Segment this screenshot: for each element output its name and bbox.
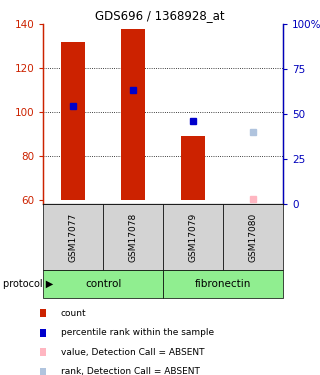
Text: rank, Detection Call = ABSENT: rank, Detection Call = ABSENT [61, 367, 200, 375]
Text: GDS696 / 1368928_at: GDS696 / 1368928_at [95, 9, 225, 22]
Text: protocol ▶: protocol ▶ [3, 279, 53, 289]
Text: GSM17079: GSM17079 [189, 213, 198, 262]
Text: count: count [61, 309, 86, 318]
Text: control: control [85, 279, 121, 289]
Text: GSM17077: GSM17077 [69, 213, 78, 262]
Text: percentile rank within the sample: percentile rank within the sample [61, 328, 214, 337]
Bar [61, 42, 85, 200]
Bar [121, 29, 145, 200]
Text: fibronectin: fibronectin [195, 279, 252, 289]
Text: value, Detection Call = ABSENT: value, Detection Call = ABSENT [61, 348, 204, 357]
Bar [181, 136, 205, 200]
Text: GSM17078: GSM17078 [129, 213, 138, 262]
Text: GSM17080: GSM17080 [249, 213, 258, 262]
